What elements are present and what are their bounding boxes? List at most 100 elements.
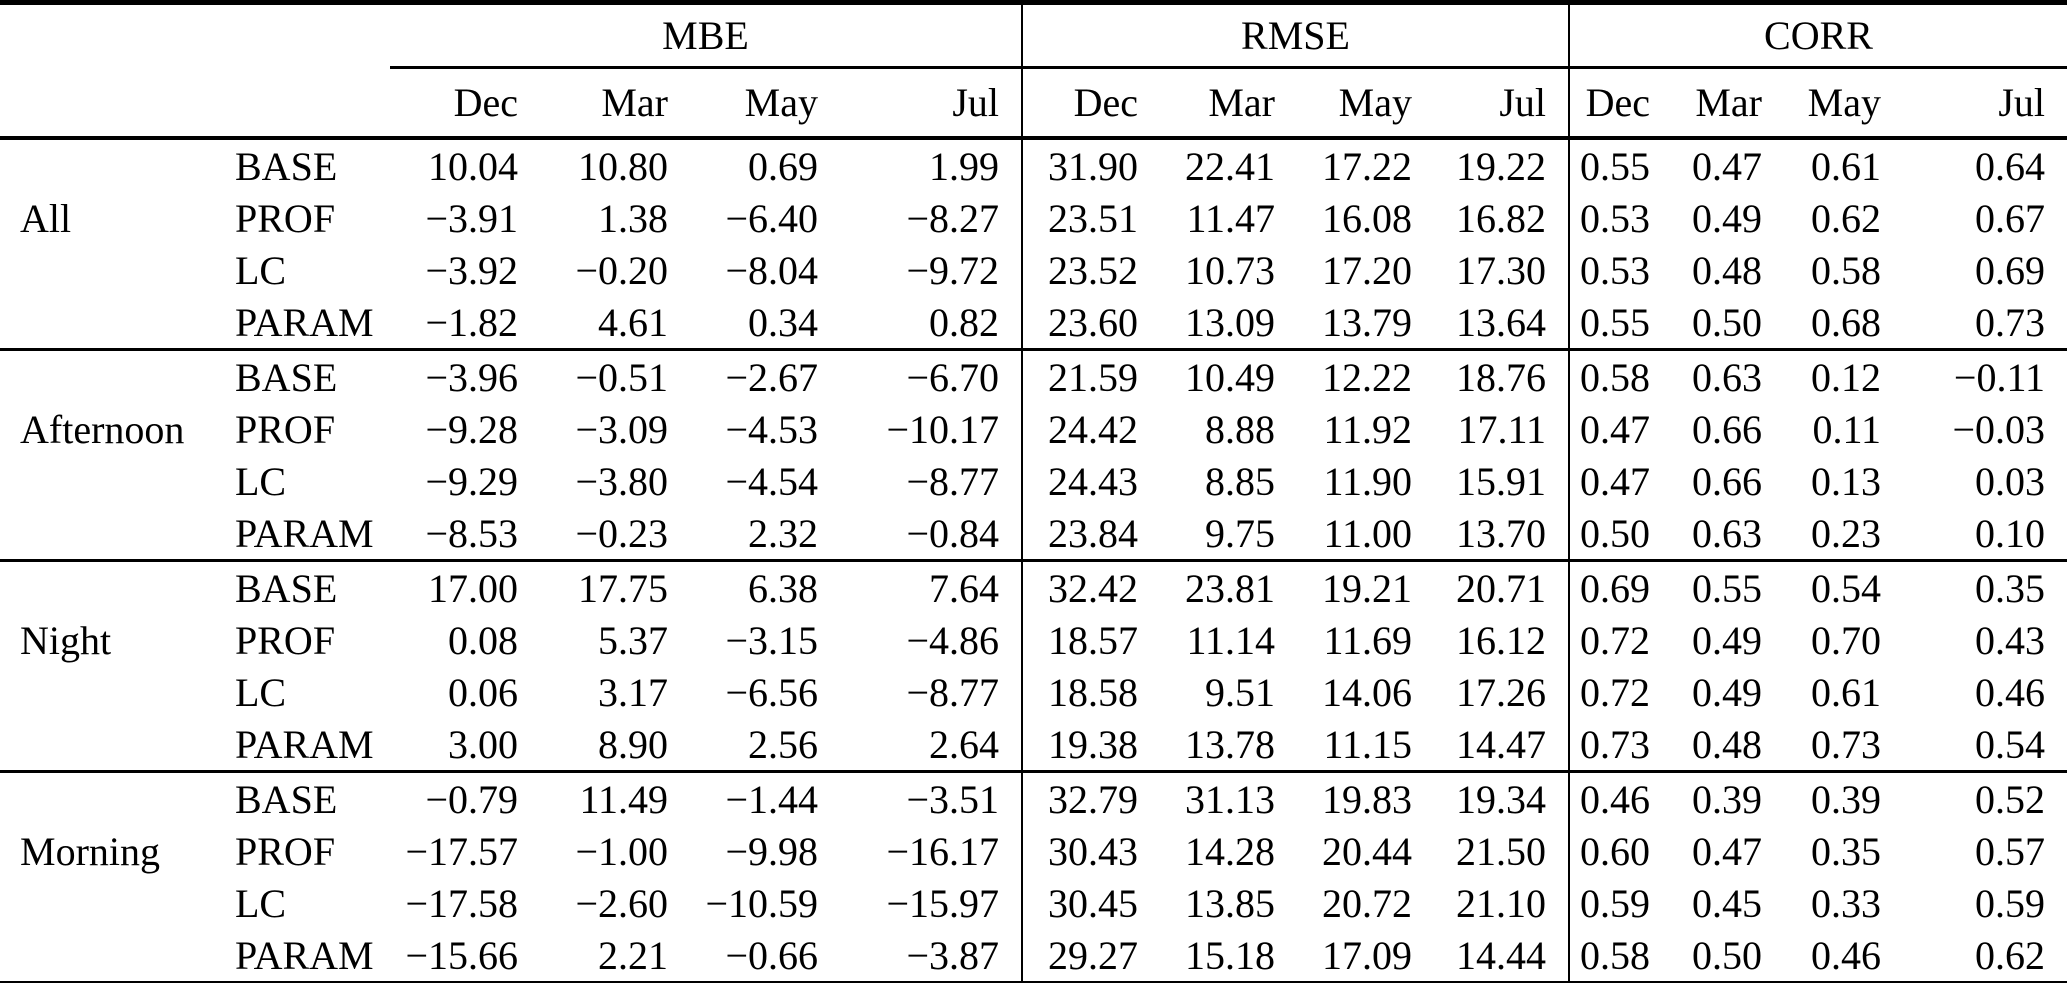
cell-corr: 0.68 bbox=[1811, 299, 1881, 345]
cell-corr: 0.73 bbox=[1568, 718, 1672, 772]
row-group: Night BASE 17.00 17.75 6.38 7.64 32.42 23.81 19.… bbox=[0, 560, 2067, 772]
cell-rmse: 13.78 bbox=[1185, 721, 1275, 767]
cell-rmse: 23.81 bbox=[1185, 565, 1275, 611]
cell-mbe: 2.56 bbox=[748, 721, 818, 767]
cell-mbe: −16.17 bbox=[886, 828, 999, 874]
cell-rmse: 11.00 bbox=[1323, 510, 1412, 556]
cell-corr: 0.03 bbox=[1975, 458, 2045, 504]
cell-rmse: 24.42 bbox=[1021, 403, 1160, 455]
cell-rmse: 11.92 bbox=[1323, 406, 1412, 452]
cell-rmse: 13.79 bbox=[1322, 299, 1412, 345]
cell-corr: 0.67 bbox=[1975, 195, 2045, 241]
month-header-mbe-mar: Mar bbox=[540, 67, 690, 140]
cell-rmse: 15.18 bbox=[1185, 932, 1275, 978]
table-row: PARAM −1.82 4.61 0.34 0.82 23.60 13.09 13.79 13.… bbox=[0, 296, 2067, 350]
cell-mbe: −3.51 bbox=[906, 776, 999, 822]
cell-rmse: 20.72 bbox=[1322, 880, 1412, 926]
metric-header-mbe: MBE bbox=[390, 2, 1022, 69]
cell-mbe: 10.80 bbox=[578, 143, 668, 189]
model-label: LC bbox=[235, 669, 287, 715]
cell-corr: 0.47 bbox=[1692, 828, 1762, 874]
cell-corr: 0.60 bbox=[1568, 825, 1672, 877]
cell-rmse: 12.22 bbox=[1322, 354, 1412, 400]
group-label: Night bbox=[20, 617, 112, 663]
cell-corr: 0.72 bbox=[1568, 666, 1672, 718]
cell-rmse: 11.69 bbox=[1323, 617, 1412, 663]
cell-corr: 0.49 bbox=[1692, 669, 1762, 715]
cell-mbe: −4.54 bbox=[725, 458, 818, 504]
cell-corr: 0.70 bbox=[1811, 617, 1881, 663]
cell-corr: 0.58 bbox=[1568, 349, 1672, 403]
cell-corr: 0.53 bbox=[1568, 192, 1672, 244]
month-header-rmse-mar: Mar bbox=[1160, 67, 1297, 140]
cell-corr: 0.62 bbox=[1811, 195, 1881, 241]
cell-mbe: −9.72 bbox=[906, 247, 999, 293]
cell-rmse: 32.42 bbox=[1021, 560, 1160, 614]
row-group: All BASE 10.04 10.80 0.69 1.99 31.90 22.41 17.22… bbox=[0, 138, 2067, 350]
cell-mbe: −10.59 bbox=[705, 880, 818, 926]
cell-corr: 0.47 bbox=[1568, 403, 1672, 455]
cell-rmse: 20.71 bbox=[1456, 565, 1546, 611]
cell-mbe: −17.57 bbox=[405, 828, 518, 874]
cell-corr: 0.57 bbox=[1975, 828, 2045, 874]
cell-mbe: −17.58 bbox=[405, 880, 518, 926]
cell-mbe: −8.27 bbox=[906, 195, 999, 241]
table-row: PARAM 3.00 8.90 2.56 2.64 19.38 13.78 11.15 14.4… bbox=[0, 718, 2067, 772]
cell-rmse: 17.11 bbox=[1457, 406, 1546, 452]
cell-rmse: 18.76 bbox=[1456, 354, 1546, 400]
table-row: PROF 0.08 5.37 −3.15 −4.86 18.57 11.14 11.69 16.… bbox=[0, 614, 2067, 666]
cell-corr: 0.63 bbox=[1692, 354, 1762, 400]
model-label: PROF bbox=[235, 828, 336, 874]
cell-mbe: −0.51 bbox=[575, 354, 668, 400]
cell-mbe: 0.06 bbox=[448, 669, 518, 715]
cell-mbe: 1.99 bbox=[929, 143, 999, 189]
cell-corr: 0.46 bbox=[1811, 932, 1881, 978]
cell-mbe: −3.96 bbox=[425, 354, 518, 400]
model-label: LC bbox=[235, 458, 287, 504]
cell-corr: 0.50 bbox=[1568, 507, 1672, 561]
cell-rmse: 30.43 bbox=[1021, 825, 1160, 877]
group-label: Morning bbox=[20, 828, 160, 874]
cell-corr: 0.50 bbox=[1692, 932, 1762, 978]
cell-rmse: 13.85 bbox=[1185, 880, 1275, 926]
cell-mbe: 10.04 bbox=[428, 143, 518, 189]
cell-corr: 0.11 bbox=[1812, 406, 1881, 452]
cell-rmse: 11.15 bbox=[1323, 721, 1412, 767]
cell-rmse: 30.45 bbox=[1021, 877, 1160, 929]
cell-corr: 0.66 bbox=[1692, 406, 1762, 452]
cell-corr: 0.72 bbox=[1568, 614, 1672, 666]
cell-corr: 0.53 bbox=[1568, 244, 1672, 296]
cell-mbe: −9.29 bbox=[425, 458, 518, 504]
cell-mbe: −8.53 bbox=[425, 510, 518, 556]
cell-rmse: 9.51 bbox=[1205, 669, 1275, 715]
cell-corr: 0.33 bbox=[1811, 880, 1881, 926]
cell-rmse: 31.13 bbox=[1185, 776, 1275, 822]
cell-mbe: −9.28 bbox=[425, 406, 518, 452]
model-label: LC bbox=[235, 247, 287, 293]
table-row: PROF −17.57 −1.00 −9.98 −16.17 30.43 14.28 20.4… bbox=[0, 825, 2067, 877]
row-group: Afternoon BASE −3.96 −0.51 −2.67 −6.70 21.59 10… bbox=[0, 349, 2067, 561]
month-header-corr-mar: Mar bbox=[1672, 67, 1784, 140]
model-label: PARAM bbox=[235, 932, 374, 978]
cell-mbe: −3.87 bbox=[906, 932, 999, 978]
cell-rmse: 19.34 bbox=[1456, 776, 1546, 822]
cell-rmse: 16.82 bbox=[1456, 195, 1546, 241]
cell-corr: 0.35 bbox=[1811, 828, 1881, 874]
table-row: PROF −9.28 −3.09 −4.53 −10.17 24.42 8.88 11.92 1… bbox=[0, 403, 2067, 455]
cell-mbe: −3.91 bbox=[425, 195, 518, 241]
model-label: LC bbox=[235, 880, 287, 926]
cell-mbe: 4.61 bbox=[598, 299, 668, 345]
cell-rmse: 19.83 bbox=[1322, 776, 1412, 822]
cell-rmse: 14.47 bbox=[1456, 721, 1546, 767]
cell-mbe: −15.66 bbox=[405, 932, 518, 978]
cell-rmse: 31.90 bbox=[1021, 138, 1160, 192]
month-header-row: Dec Mar May Jul Dec Mar May Jul Dec Mar … bbox=[0, 67, 2067, 140]
model-label: PARAM bbox=[235, 299, 374, 345]
cell-corr: 0.49 bbox=[1692, 195, 1762, 241]
cell-mbe: −8.77 bbox=[906, 458, 999, 504]
cell-corr: 0.23 bbox=[1811, 510, 1881, 556]
month-header-corr-dec: Dec bbox=[1568, 67, 1672, 140]
cell-rmse: 19.21 bbox=[1322, 565, 1412, 611]
cell-rmse: 8.88 bbox=[1205, 406, 1275, 452]
cell-corr: −0.03 bbox=[1952, 406, 2045, 452]
